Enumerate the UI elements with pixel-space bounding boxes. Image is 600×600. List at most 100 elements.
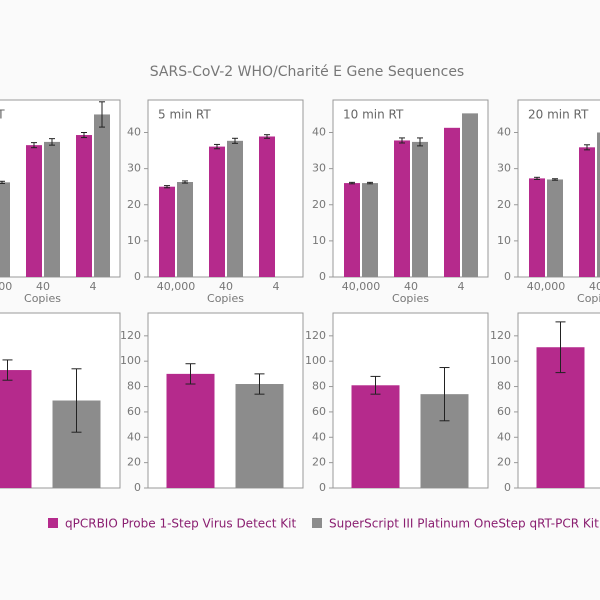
x-axis-label: Copies [207,292,244,305]
bar [166,373,215,488]
bar [579,147,595,277]
bar [177,181,193,277]
y-tick-label: 120 [305,329,326,342]
y-tick-label: 80 [497,380,511,393]
legend-swatch [48,518,58,528]
x-tick-label: 4 [90,280,97,293]
bar [362,183,378,277]
y-tick-label: 120 [120,329,141,342]
y-tick-label: 40 [127,430,141,443]
y-tick-label: 40 [312,430,326,443]
y-tick-label: 30 [312,162,326,175]
legend-label: SuperScript III Platinum OneStep qRT-PCR… [329,517,599,531]
error-bar [534,176,540,180]
y-tick-label: 40 [497,126,511,139]
x-axis-label: Copies [24,292,61,305]
y-tick-label: 0 [134,270,141,283]
error-bar [164,185,170,189]
bar [159,186,175,277]
error-bar [81,132,87,139]
y-tick-label: 20 [127,456,141,469]
y-tick-label: 100 [490,354,511,367]
error-bar [439,367,450,422]
bar [462,113,478,278]
x-tick-label: 40,000 [342,280,381,293]
error-bar [182,180,188,184]
error-bar [552,178,558,181]
bar [547,179,563,277]
error-bar [0,180,5,184]
y-tick-label: 0 [134,481,141,494]
y-tick-label: 0 [319,481,326,494]
legend-swatch [312,518,322,528]
panel-title: 5 min RT [158,108,211,122]
y-tick-label: 60 [127,405,141,418]
y-tick-label: 0 [504,481,511,494]
error-bar [232,137,238,144]
bar [94,114,110,278]
error-bar [584,144,590,151]
error-bar [367,181,373,185]
x-tick-label: 40 [589,280,600,293]
error-bar [417,137,423,147]
bar [235,384,284,488]
y-tick-label: 60 [312,405,326,418]
y-tick-label: 40 [312,126,326,139]
bar [259,136,275,277]
error-bar [49,138,55,146]
y-tick-label: 40 [497,430,511,443]
y-tick-label: 10 [312,234,326,247]
y-tick-label: 0 [504,270,511,283]
figure-title: SARS-CoV-2 WHO/Charité E Gene Sequences [150,64,464,80]
y-tick-label: 20 [497,456,511,469]
y-tick-label: 10 [497,234,511,247]
y-tick-label: 10 [127,234,141,247]
legend-label: qPCRBIO Probe 1-Step Virus Detect Kit [65,517,296,531]
bar [227,140,243,277]
error-bar [99,101,105,128]
error-bar [349,181,355,185]
x-tick-label: 40,000 [0,280,12,293]
y-tick-label: 60 [497,405,511,418]
x-tick-label: 40 [219,280,233,293]
y-tick-label: 20 [312,198,326,211]
x-axis-label: Copies [577,292,600,305]
bar [444,127,460,277]
y-tick-label: 20 [127,198,141,211]
x-tick-label: 4 [458,280,465,293]
y-tick-label: 100 [305,354,326,367]
bar [44,141,60,277]
error-bar [555,321,566,374]
y-tick-label: 20 [312,456,326,469]
x-tick-label: 40,000 [527,280,566,293]
bar [597,132,600,277]
y-tick-label: 20 [497,198,511,211]
y-tick-label: 80 [127,380,141,393]
bar [209,146,225,277]
error-bar [185,363,196,385]
bar [0,370,32,488]
y-tick-label: 120 [490,329,511,342]
bar [344,183,360,277]
x-tick-label: 40 [36,280,50,293]
error-bar [254,373,265,395]
y-tick-label: 40 [127,126,141,139]
bar [76,135,92,277]
x-tick-label: 40,000 [157,280,196,293]
error-bar [31,142,37,149]
y-tick-label: 80 [312,380,326,393]
x-tick-label: 40 [404,280,418,293]
y-tick-label: 100 [120,354,141,367]
error-bar [2,359,13,381]
bar [529,178,545,277]
panel-title: 20 min RT [528,108,589,122]
panel-title: in RT [0,108,5,122]
bar [0,182,10,277]
bar [394,140,410,277]
x-axis-label: Copies [392,292,429,305]
y-tick-label: 30 [497,162,511,175]
x-tick-label: 4 [273,280,280,293]
y-tick-label: 30 [127,162,141,175]
y-tick-label: 0 [319,270,326,283]
